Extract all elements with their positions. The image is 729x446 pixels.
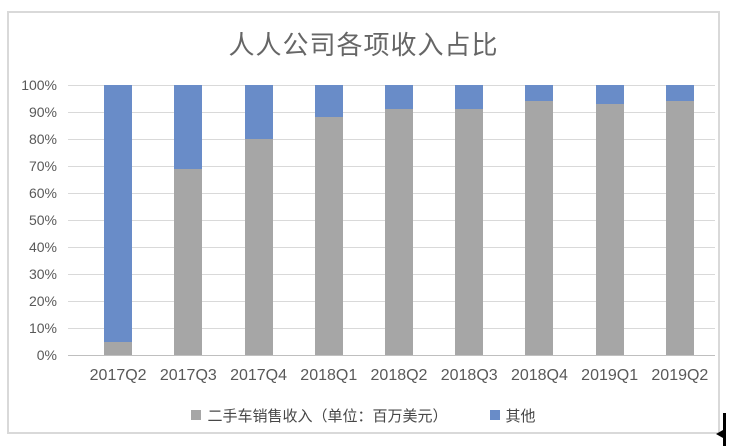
legend-label-used-car: 二手车销售收入（单位：百万美元） bbox=[207, 407, 448, 425]
bar-segment-other[interactable] bbox=[665, 85, 694, 102]
bar-segment-used-car-revenue[interactable] bbox=[665, 101, 694, 355]
y-tick-label-100: 100% bbox=[21, 77, 57, 93]
plot-area bbox=[68, 84, 715, 356]
bar-2018Q1[interactable] bbox=[314, 85, 343, 355]
bar-segment-other[interactable] bbox=[384, 85, 413, 110]
bar-2017Q4[interactable] bbox=[244, 85, 273, 355]
bar-column-2018Q3 bbox=[434, 85, 504, 355]
bar-column-2019Q1 bbox=[575, 85, 645, 355]
legend-swatch-used-car-icon bbox=[191, 410, 202, 420]
x-tick-label-2017Q3: 2017Q3 bbox=[159, 367, 217, 384]
bar-2017Q2[interactable] bbox=[104, 85, 133, 355]
x-axis-labels: 2017Q2 2017Q3 2017Q4 2018Q1 2018Q2 2018Q3 2018… bbox=[83, 367, 715, 387]
bar-column-2017Q2 bbox=[83, 85, 153, 355]
bar-segment-used-car-revenue[interactable] bbox=[384, 109, 413, 355]
bar-2018Q2[interactable] bbox=[384, 85, 413, 355]
bar-2018Q4[interactable] bbox=[525, 85, 554, 355]
y-tick-label-20: 20% bbox=[28, 293, 57, 309]
bar-segment-other[interactable] bbox=[455, 85, 484, 110]
bar-column-2018Q4 bbox=[504, 85, 574, 355]
bars bbox=[83, 85, 715, 355]
y-tick-label-90: 90% bbox=[28, 104, 57, 120]
bar-segment-used-car-revenue[interactable] bbox=[174, 168, 203, 355]
x-tick-label-2017Q2: 2017Q2 bbox=[89, 367, 147, 384]
bar-segment-other[interactable] bbox=[104, 85, 133, 342]
bar-segment-used-car-revenue[interactable] bbox=[455, 109, 484, 355]
bar-2019Q2[interactable] bbox=[665, 85, 694, 355]
bar-segment-used-car-revenue[interactable] bbox=[314, 117, 343, 355]
y-tick-label-80: 80% bbox=[28, 131, 57, 147]
bar-segment-other[interactable] bbox=[314, 85, 343, 118]
bar-segment-other[interactable] bbox=[595, 85, 624, 104]
bar-segment-other[interactable] bbox=[244, 85, 273, 139]
bar-segment-used-car-revenue[interactable] bbox=[595, 103, 624, 355]
chart-title: 人人公司各项收入占比 bbox=[228, 30, 499, 60]
bar-2019Q1[interactable] bbox=[595, 85, 624, 355]
legend-label-other: 其他 bbox=[505, 407, 536, 425]
text-cursor-arrow-icon bbox=[716, 430, 723, 438]
bar-segment-used-car-revenue[interactable] bbox=[244, 139, 273, 355]
x-axis-line bbox=[68, 354, 715, 356]
bar-2018Q3[interactable] bbox=[455, 85, 484, 355]
legend-swatch-other-icon bbox=[489, 410, 500, 420]
bar-segment-other[interactable] bbox=[525, 85, 554, 102]
legend-item-used-car-revenue[interactable]: 二手车销售收入（单位：百万美元） bbox=[191, 405, 448, 426]
y-tick-label-0: 0% bbox=[36, 347, 57, 363]
y-tick-label-60: 60% bbox=[28, 185, 57, 201]
text-cursor bbox=[723, 413, 726, 446]
bar-column-2019Q2 bbox=[645, 85, 715, 355]
y-tick-label-50: 50% bbox=[28, 212, 57, 228]
x-tick-label-2019Q1: 2019Q1 bbox=[581, 367, 639, 384]
x-tick-label-2018Q2: 2018Q2 bbox=[370, 367, 428, 384]
bar-2017Q3[interactable] bbox=[174, 85, 203, 355]
y-tick-label-30: 30% bbox=[28, 266, 57, 282]
bar-column-2018Q1 bbox=[294, 85, 364, 355]
chart[interactable]: 人人公司各项收入占比 0% 10% 20% 30% 40% 50% 60% 70% 80% 90%… bbox=[7, 11, 720, 434]
x-tick-label-2018Q3: 2018Q3 bbox=[440, 367, 498, 384]
bar-segment-used-car-revenue[interactable] bbox=[525, 101, 554, 355]
bar-segment-used-car-revenue[interactable] bbox=[104, 341, 133, 355]
y-tick-label-40: 40% bbox=[28, 239, 57, 255]
y-tick-label-10: 10% bbox=[28, 320, 57, 336]
bar-segment-other[interactable] bbox=[174, 85, 203, 169]
bar-column-2017Q4 bbox=[223, 85, 293, 355]
legend-item-other[interactable]: 其他 bbox=[489, 405, 536, 426]
x-tick-label-2018Q4: 2018Q4 bbox=[510, 367, 568, 384]
legend: 二手车销售收入（单位：百万美元） 其他 bbox=[9, 405, 718, 425]
x-tick-label-2017Q4: 2017Q4 bbox=[230, 367, 288, 384]
y-tick-label-70: 70% bbox=[28, 158, 57, 174]
bar-column-2018Q2 bbox=[364, 85, 434, 355]
bar-column-2017Q3 bbox=[153, 85, 223, 355]
x-tick-label-2019Q2: 2019Q2 bbox=[651, 367, 709, 384]
x-tick-label-2018Q1: 2018Q1 bbox=[300, 367, 358, 384]
